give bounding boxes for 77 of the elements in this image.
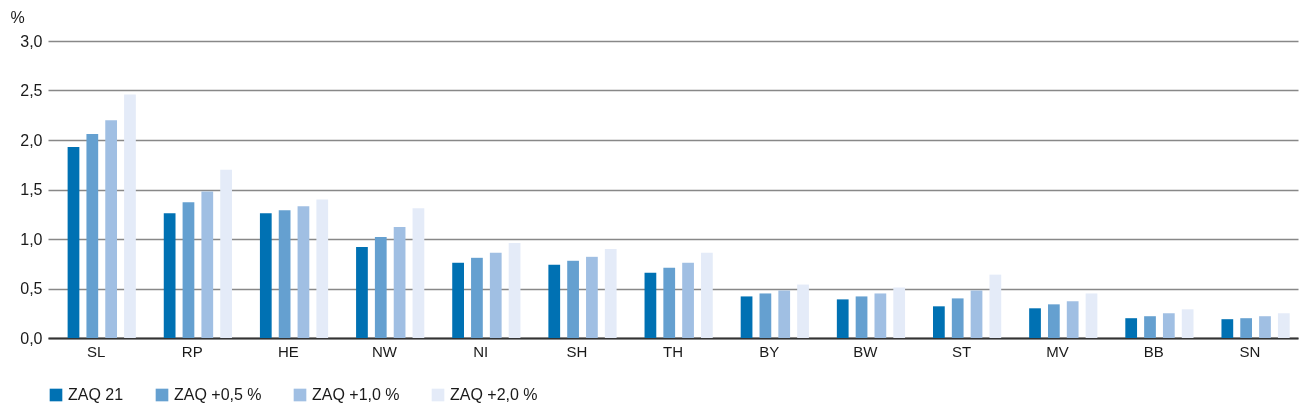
x-tick-label: ST — [951, 342, 972, 360]
bar — [182, 202, 195, 338]
bar — [1085, 293, 1098, 338]
y-tick-label: 0,0 — [20, 329, 43, 347]
bar — [740, 296, 753, 338]
bar — [1162, 313, 1175, 338]
bar — [989, 274, 1002, 338]
bar — [163, 213, 176, 338]
bar — [67, 146, 80, 338]
bar — [259, 213, 272, 338]
bar — [316, 199, 329, 338]
bar — [682, 262, 694, 338]
legend-label: ZAQ +1,0 % — [312, 386, 400, 403]
x-tick-label: RP — [181, 342, 203, 360]
y-tick-label: 0,5 — [20, 280, 43, 297]
x-tick-label: NI — [473, 342, 489, 360]
x-tick-label: SL — [86, 342, 106, 360]
x-tick-label: BY — [759, 342, 780, 360]
bar — [1047, 304, 1060, 338]
bar — [1259, 316, 1271, 338]
x-tick-label: NW — [372, 342, 398, 360]
x-tick-label: SH — [566, 342, 588, 360]
bar — [1277, 313, 1290, 338]
bar — [933, 306, 945, 338]
x-tick-label: BB — [1143, 342, 1164, 360]
bar — [471, 257, 483, 338]
bar — [893, 287, 906, 338]
bar — [508, 242, 521, 338]
bar — [374, 237, 387, 338]
bar — [356, 246, 368, 338]
bar — [855, 296, 868, 338]
legend-label: ZAQ +2,0 % — [450, 386, 538, 403]
y-tick-label: 1,5 — [20, 181, 43, 198]
bar — [1066, 301, 1079, 338]
bar — [1125, 318, 1138, 338]
bar — [874, 293, 887, 338]
y-axis-title: % — [10, 8, 25, 26]
bar — [644, 272, 657, 338]
y-tick-label: 3,0 — [20, 32, 43, 50]
bar — [86, 134, 99, 338]
x-tick-label: TH — [663, 342, 683, 360]
bar — [201, 191, 214, 338]
bar — [412, 208, 425, 338]
bar — [1240, 318, 1253, 338]
bar — [567, 260, 579, 338]
bar — [663, 267, 676, 338]
legend-label: ZAQ 21 — [68, 386, 124, 403]
bar — [124, 94, 136, 338]
bar — [951, 298, 964, 338]
bar — [1029, 308, 1041, 338]
bar — [759, 293, 772, 338]
bar — [1144, 316, 1156, 338]
bar — [393, 227, 406, 338]
bar — [548, 264, 561, 338]
bar — [489, 252, 502, 338]
bar — [701, 252, 713, 338]
y-tick-label: 2,0 — [20, 131, 43, 149]
x-tick-label: MV — [1046, 342, 1069, 360]
bar — [778, 290, 791, 338]
bar — [1221, 319, 1234, 338]
bar — [604, 248, 617, 338]
y-tick-label: 2,5 — [20, 82, 43, 99]
bar — [586, 256, 598, 338]
x-tick-label: SN — [1239, 342, 1261, 360]
bar — [797, 284, 809, 338]
bar — [970, 290, 983, 338]
bar — [1181, 309, 1194, 338]
bar — [105, 120, 118, 338]
bar — [297, 206, 310, 338]
x-tick-label: HE — [277, 342, 299, 360]
y-tick-label: 1,0 — [20, 230, 43, 248]
bar — [452, 262, 464, 338]
bar — [278, 210, 291, 338]
legend-label: ZAQ +0,5 % — [174, 386, 262, 403]
x-tick-label: BW — [853, 342, 879, 360]
bar — [836, 299, 849, 338]
bar — [220, 169, 232, 338]
